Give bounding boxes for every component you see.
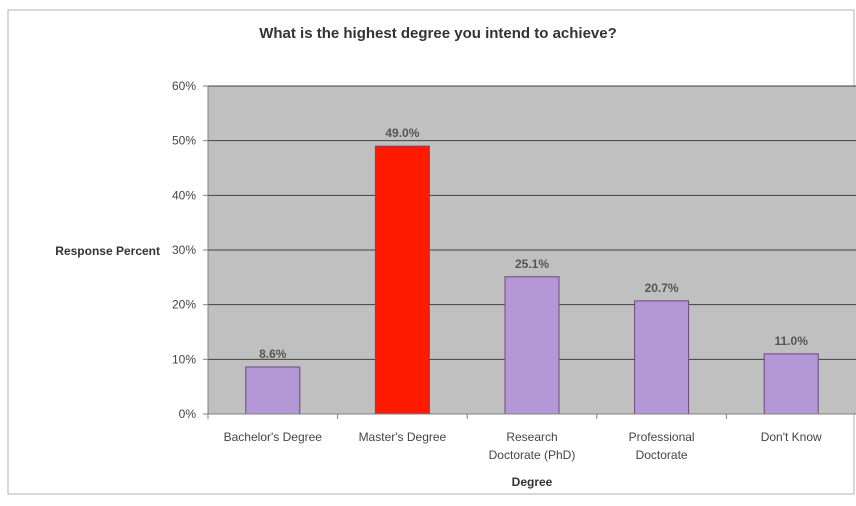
bar [374,145,430,415]
x-tick-label: Doctorate [636,448,688,462]
x-tick-label: Bachelor's Degree [224,430,323,444]
x-tick-label: Master's Degree [359,430,447,444]
y-tick-label: 0% [179,407,197,421]
bar [245,366,301,415]
value-labels: 8.6% 49.0% 25.1% 20.7% 11.0% [259,126,808,361]
y-axis-title: Response Percent [55,244,160,258]
bar [763,353,819,415]
bar [504,276,560,415]
bar [634,300,690,415]
x-axis-title: Degree [512,475,553,489]
y-tick-label: 20% [172,298,196,312]
data-label: 25.1% [515,257,549,271]
data-label: 20.7% [645,281,679,295]
x-tick-label: Don't Know [761,430,822,444]
y-tick-label: 60% [172,79,196,93]
x-tick-label: Doctorate (PhD) [489,448,576,462]
chart-title: What is the highest degree you intend to… [259,25,617,42]
x-tick-labels: Bachelor's Degree Master's Degree Research… [224,430,822,462]
data-label: 8.6% [259,347,287,361]
y-tick-label: 50% [172,134,196,148]
data-label: 49.0% [385,126,419,140]
y-tick-label: 10% [172,352,196,366]
y-tick-label: 30% [172,243,196,257]
y-tick-labels: 0% 10% 20% 30% 40% 50% 60% [172,79,196,421]
bars [245,145,819,415]
y-tick-label: 40% [172,188,196,202]
data-label: 11.0% [775,334,809,348]
x-tick-label: Research [506,430,557,444]
x-tick-label: Professional [629,430,695,444]
